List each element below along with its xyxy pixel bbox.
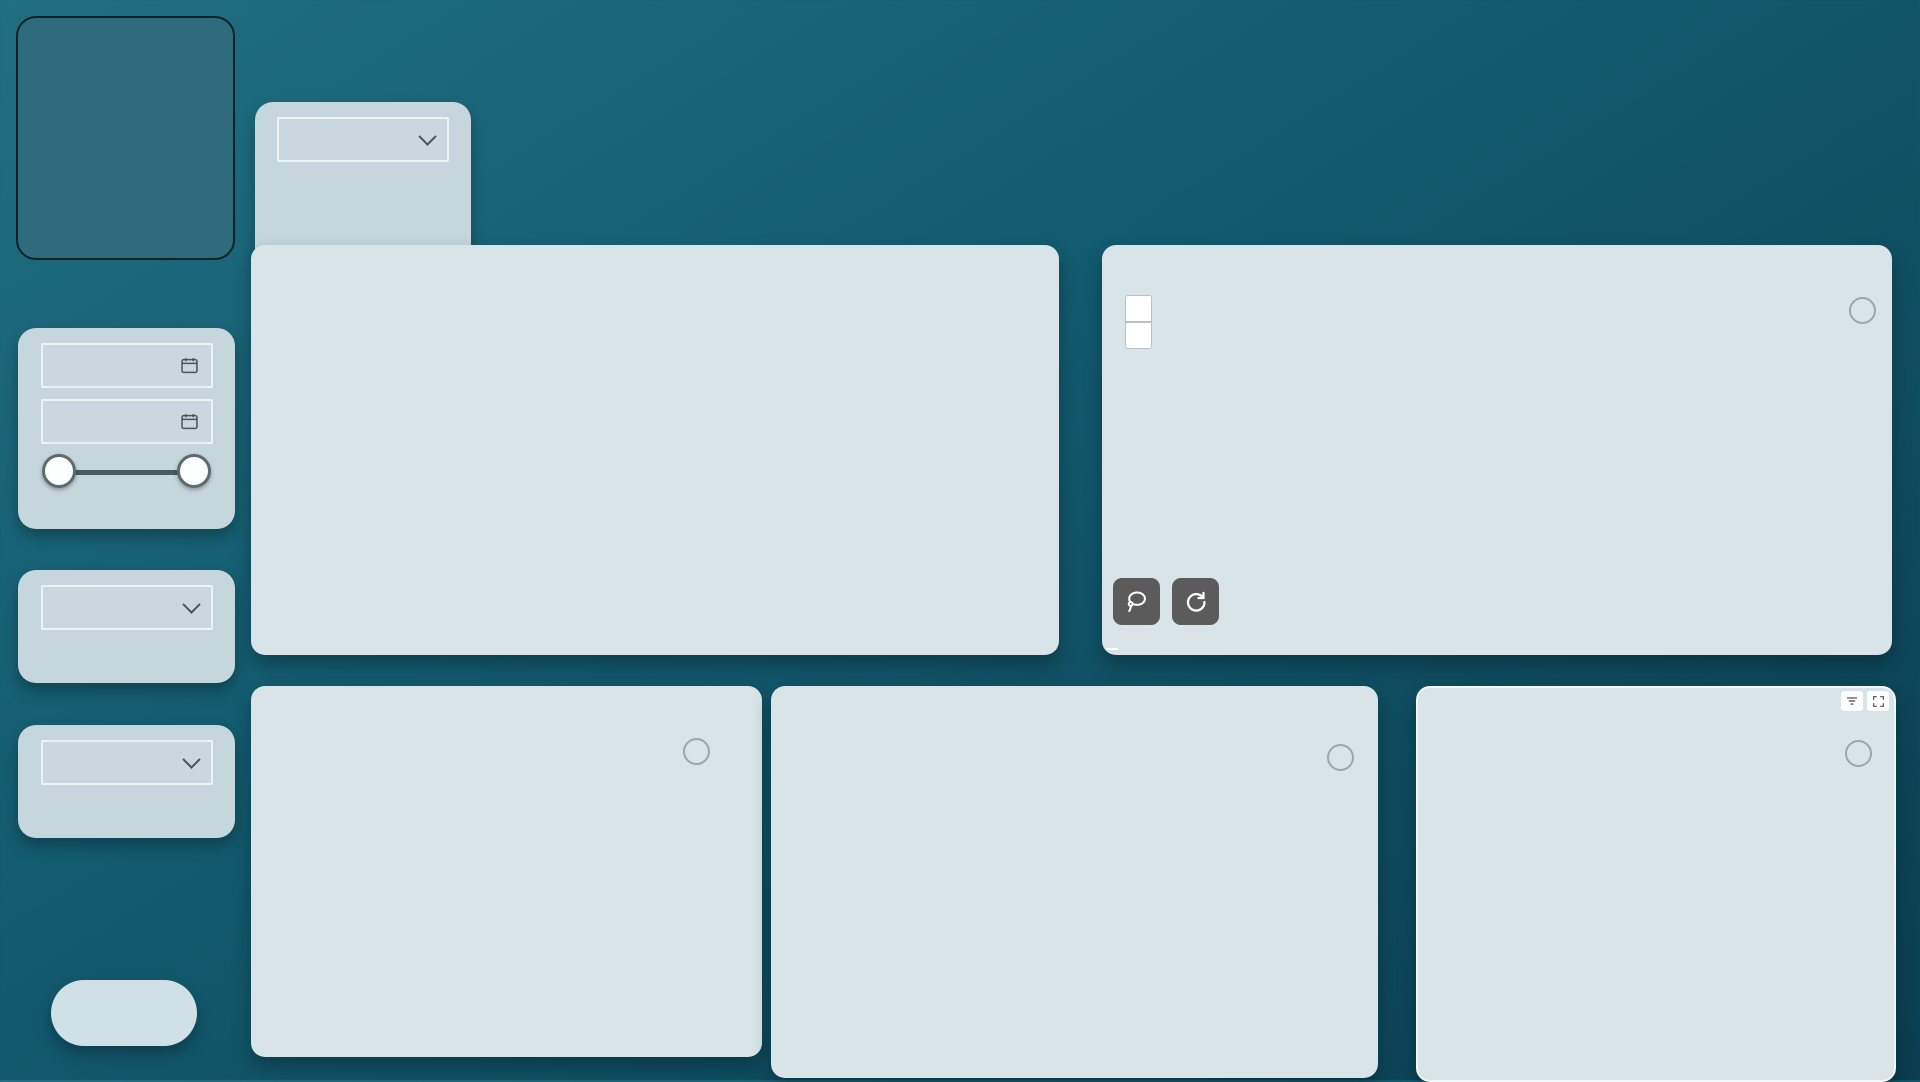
filter-icon[interactable] [1841, 691, 1863, 711]
visual-header-icons [1841, 691, 1889, 711]
brand-card [16, 16, 235, 260]
channels-bar-panel [771, 686, 1378, 1078]
trend-period-card [18, 328, 235, 529]
channels-bar-chart [771, 686, 1378, 1078]
chevron-down-icon [181, 595, 201, 614]
help-icon[interactable] [1849, 297, 1876, 324]
map-panel [1102, 245, 1892, 655]
calendar-icon [180, 414, 198, 430]
age-band-dropdown[interactable] [40, 740, 213, 785]
trend-start-date-input[interactable] [40, 343, 213, 388]
segment-donut-panel [1416, 686, 1896, 1082]
age-band-card [18, 725, 235, 838]
trend-end-date-input[interactable] [40, 399, 213, 444]
segment-donut [1418, 688, 1894, 1080]
compare-month-card [255, 102, 471, 267]
slider-handle-end[interactable] [177, 454, 211, 488]
chevron-down-icon [418, 127, 437, 146]
refresh-button[interactable] [1172, 578, 1219, 625]
help-icon[interactable] [1327, 744, 1354, 771]
calendar-icon [180, 358, 198, 374]
chevron-down-icon [181, 750, 201, 769]
help-icon[interactable] [683, 738, 710, 765]
focus-mode-icon[interactable] [1867, 691, 1889, 711]
kpi-row [524, 83, 1892, 214]
billing-cycle-dropdown[interactable] [40, 585, 213, 630]
slider-handle-start[interactable] [42, 454, 76, 488]
refresh-icon [1186, 591, 1206, 612]
trend-range-slider [18, 452, 235, 494]
lasso-select-button[interactable] [1113, 578, 1160, 625]
billing-cycle-card [18, 570, 235, 683]
monthly-sales-panel [251, 245, 1059, 655]
slider-track[interactable] [58, 470, 195, 475]
map-attribution [1106, 648, 1118, 650]
reset-button[interactable] [51, 980, 197, 1046]
sales-chart[interactable] [251, 245, 1059, 655]
world-map[interactable] [1292, 289, 1886, 649]
map-zoom-in-button[interactable] [1125, 295, 1152, 322]
help-icon[interactable] [1845, 740, 1872, 767]
lasso-icon [1127, 591, 1146, 613]
compare-month-dropdown[interactable] [277, 117, 449, 162]
customer-type-donut-panel [251, 686, 762, 1057]
map-zoom-out-button[interactable] [1125, 322, 1152, 349]
